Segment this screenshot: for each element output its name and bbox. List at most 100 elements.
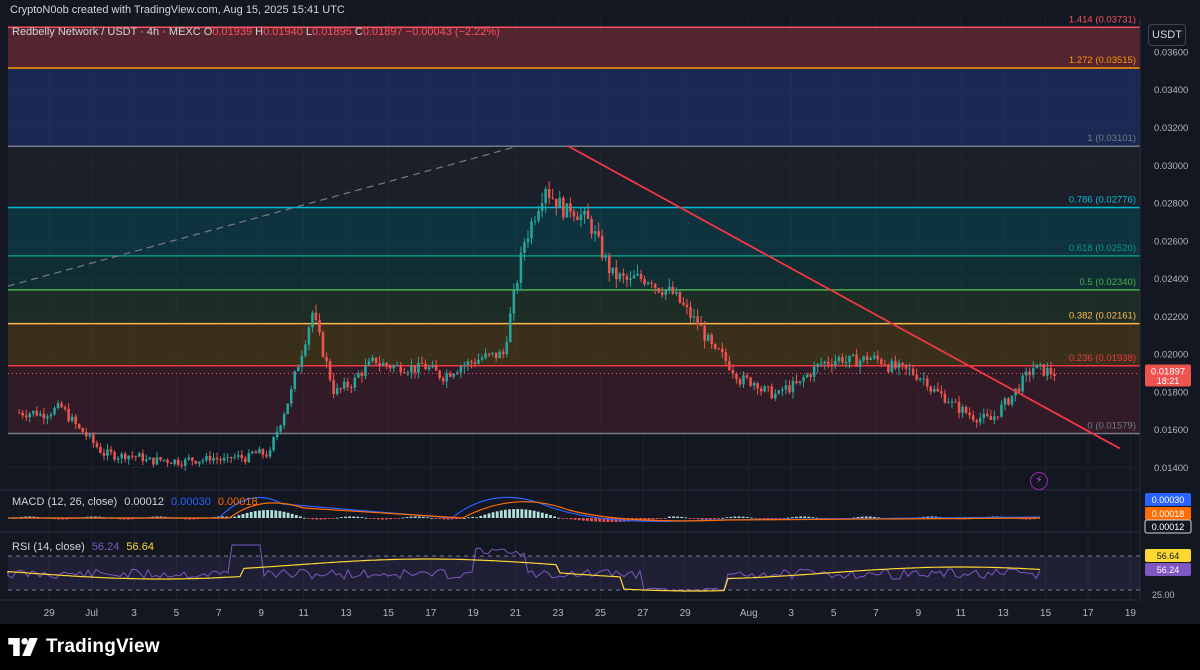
macd-histogram-bar bbox=[516, 509, 520, 518]
fib-label: 0.5 (0.02340) bbox=[1079, 277, 1136, 288]
candle-body bbox=[993, 416, 996, 421]
candle-body bbox=[537, 211, 540, 221]
candle-body bbox=[724, 352, 728, 362]
candle-body bbox=[77, 424, 81, 428]
macd-label: MACD (12, 26, close) bbox=[12, 496, 118, 508]
macd-histogram-bar bbox=[733, 516, 737, 518]
macd-histogram-bar bbox=[807, 516, 811, 518]
candle-body bbox=[81, 427, 85, 433]
macd-histogram-bar bbox=[688, 518, 692, 519]
macd-legend[interactable]: MACD (12, 26, close) 0.00012 0.00030 0.0… bbox=[12, 496, 262, 508]
candle-body bbox=[653, 283, 657, 288]
time-tick-label: 13 bbox=[998, 608, 1010, 619]
candle-body bbox=[346, 381, 350, 387]
macd-histogram-bar bbox=[926, 516, 930, 518]
candle-body bbox=[777, 390, 781, 394]
macd-histogram-bar bbox=[385, 518, 388, 520]
candle-body bbox=[254, 451, 258, 454]
candle-body bbox=[834, 360, 837, 366]
macd-histogram-bar bbox=[368, 518, 372, 519]
macd-histogram-bar bbox=[237, 515, 241, 518]
candle-body bbox=[145, 459, 148, 462]
candle-body bbox=[265, 454, 268, 457]
candle-body bbox=[925, 378, 929, 387]
candle-body bbox=[233, 456, 236, 458]
symbol-legend[interactable]: Redbelly Network / USDT · 4h · MEXC O0.0… bbox=[12, 26, 500, 38]
candle-body bbox=[321, 332, 325, 357]
candle-body bbox=[547, 188, 551, 198]
macd-histogram-bar bbox=[348, 516, 351, 518]
macd-histogram-bar bbox=[323, 518, 327, 520]
lightning-icon[interactable]: ⚡ bbox=[1030, 472, 1048, 490]
rsi-legend[interactable]: RSI (14, close) 56.24 56.64 bbox=[12, 541, 158, 553]
candle-body bbox=[897, 362, 901, 369]
macd-histogram-bar bbox=[65, 518, 69, 520]
candle-body bbox=[282, 414, 286, 426]
candle-body bbox=[703, 326, 706, 341]
fib-label: 1.414 (0.03731) bbox=[1069, 14, 1136, 25]
candle-body bbox=[1017, 388, 1021, 392]
trendlines[interactable] bbox=[7, 145, 1121, 450]
close-value: 0.01897 bbox=[362, 26, 403, 38]
macd-histogram-bar bbox=[331, 518, 335, 519]
macd-histogram-bar bbox=[442, 518, 446, 520]
time-tick-label: 9 bbox=[258, 608, 264, 619]
candle-body bbox=[975, 420, 978, 423]
candle-body bbox=[159, 457, 162, 461]
candle-body bbox=[191, 457, 194, 461]
macd-histogram-bar bbox=[225, 516, 228, 518]
macd-histogram-bar bbox=[528, 510, 532, 518]
candle-body bbox=[222, 457, 226, 461]
dashed-trendline[interactable] bbox=[7, 145, 518, 287]
macd-histogram-bar bbox=[864, 516, 868, 518]
candle-body bbox=[325, 356, 328, 362]
macd-histogram-bar bbox=[340, 517, 343, 518]
price-tick-label: 0.03600 bbox=[1154, 47, 1188, 58]
macd-histogram-bar bbox=[471, 516, 474, 518]
descending-trendline[interactable] bbox=[568, 145, 1121, 450]
candle-body bbox=[155, 457, 159, 465]
time-axis[interactable]: 29 Jul 3 5 7 9 11 13 15 17 19 21 23 25 27 29 Aug 3 5 7 9 11 13… bbox=[44, 608, 1137, 619]
currency-button[interactable]: USDT bbox=[1148, 24, 1186, 46]
candle-body bbox=[357, 373, 360, 378]
macd-value-badge bbox=[1144, 519, 1192, 534]
macd-histogram-bar bbox=[762, 518, 766, 520]
candle-body bbox=[1028, 371, 1031, 376]
candle-body bbox=[95, 442, 99, 448]
rsi-badge-label: 56.64 bbox=[1157, 551, 1180, 561]
candle-body bbox=[636, 273, 639, 276]
macd-histogram-bar bbox=[315, 518, 319, 520]
macd-histogram-bar bbox=[438, 518, 442, 520]
candle-body bbox=[819, 363, 823, 365]
candle-body bbox=[713, 343, 717, 349]
macd-histogram-bar bbox=[643, 518, 647, 521]
time-tick-label: Aug bbox=[740, 608, 758, 619]
macd-histogram-bar bbox=[737, 516, 741, 518]
candle-body bbox=[809, 374, 812, 377]
candle-body bbox=[289, 388, 293, 404]
fib-label: 1 (0.03101) bbox=[1087, 133, 1136, 144]
macd-histogram-bar bbox=[627, 518, 630, 522]
macd-histogram-bar bbox=[24, 516, 28, 518]
candle-body bbox=[830, 364, 834, 366]
candle-body bbox=[837, 357, 841, 361]
candle-body bbox=[1021, 375, 1024, 392]
macd-histogram-bar bbox=[233, 516, 237, 518]
candle-body bbox=[802, 377, 805, 382]
candle-body bbox=[385, 363, 388, 366]
candle-body bbox=[936, 388, 940, 392]
candle-body bbox=[208, 455, 212, 461]
candle-body bbox=[388, 365, 392, 369]
macd-histogram-bar bbox=[803, 516, 807, 518]
candle-body bbox=[759, 388, 763, 392]
macd-histogram-bar bbox=[868, 516, 872, 518]
candle-body bbox=[431, 365, 434, 368]
candle-body bbox=[943, 393, 947, 403]
candle-body bbox=[236, 455, 240, 457]
macd-histogram-bar bbox=[602, 518, 606, 522]
candle-body bbox=[169, 462, 173, 464]
candle-body bbox=[516, 282, 519, 291]
time-tick-label: 17 bbox=[1082, 608, 1094, 619]
macd-histogram-bar bbox=[651, 518, 655, 520]
